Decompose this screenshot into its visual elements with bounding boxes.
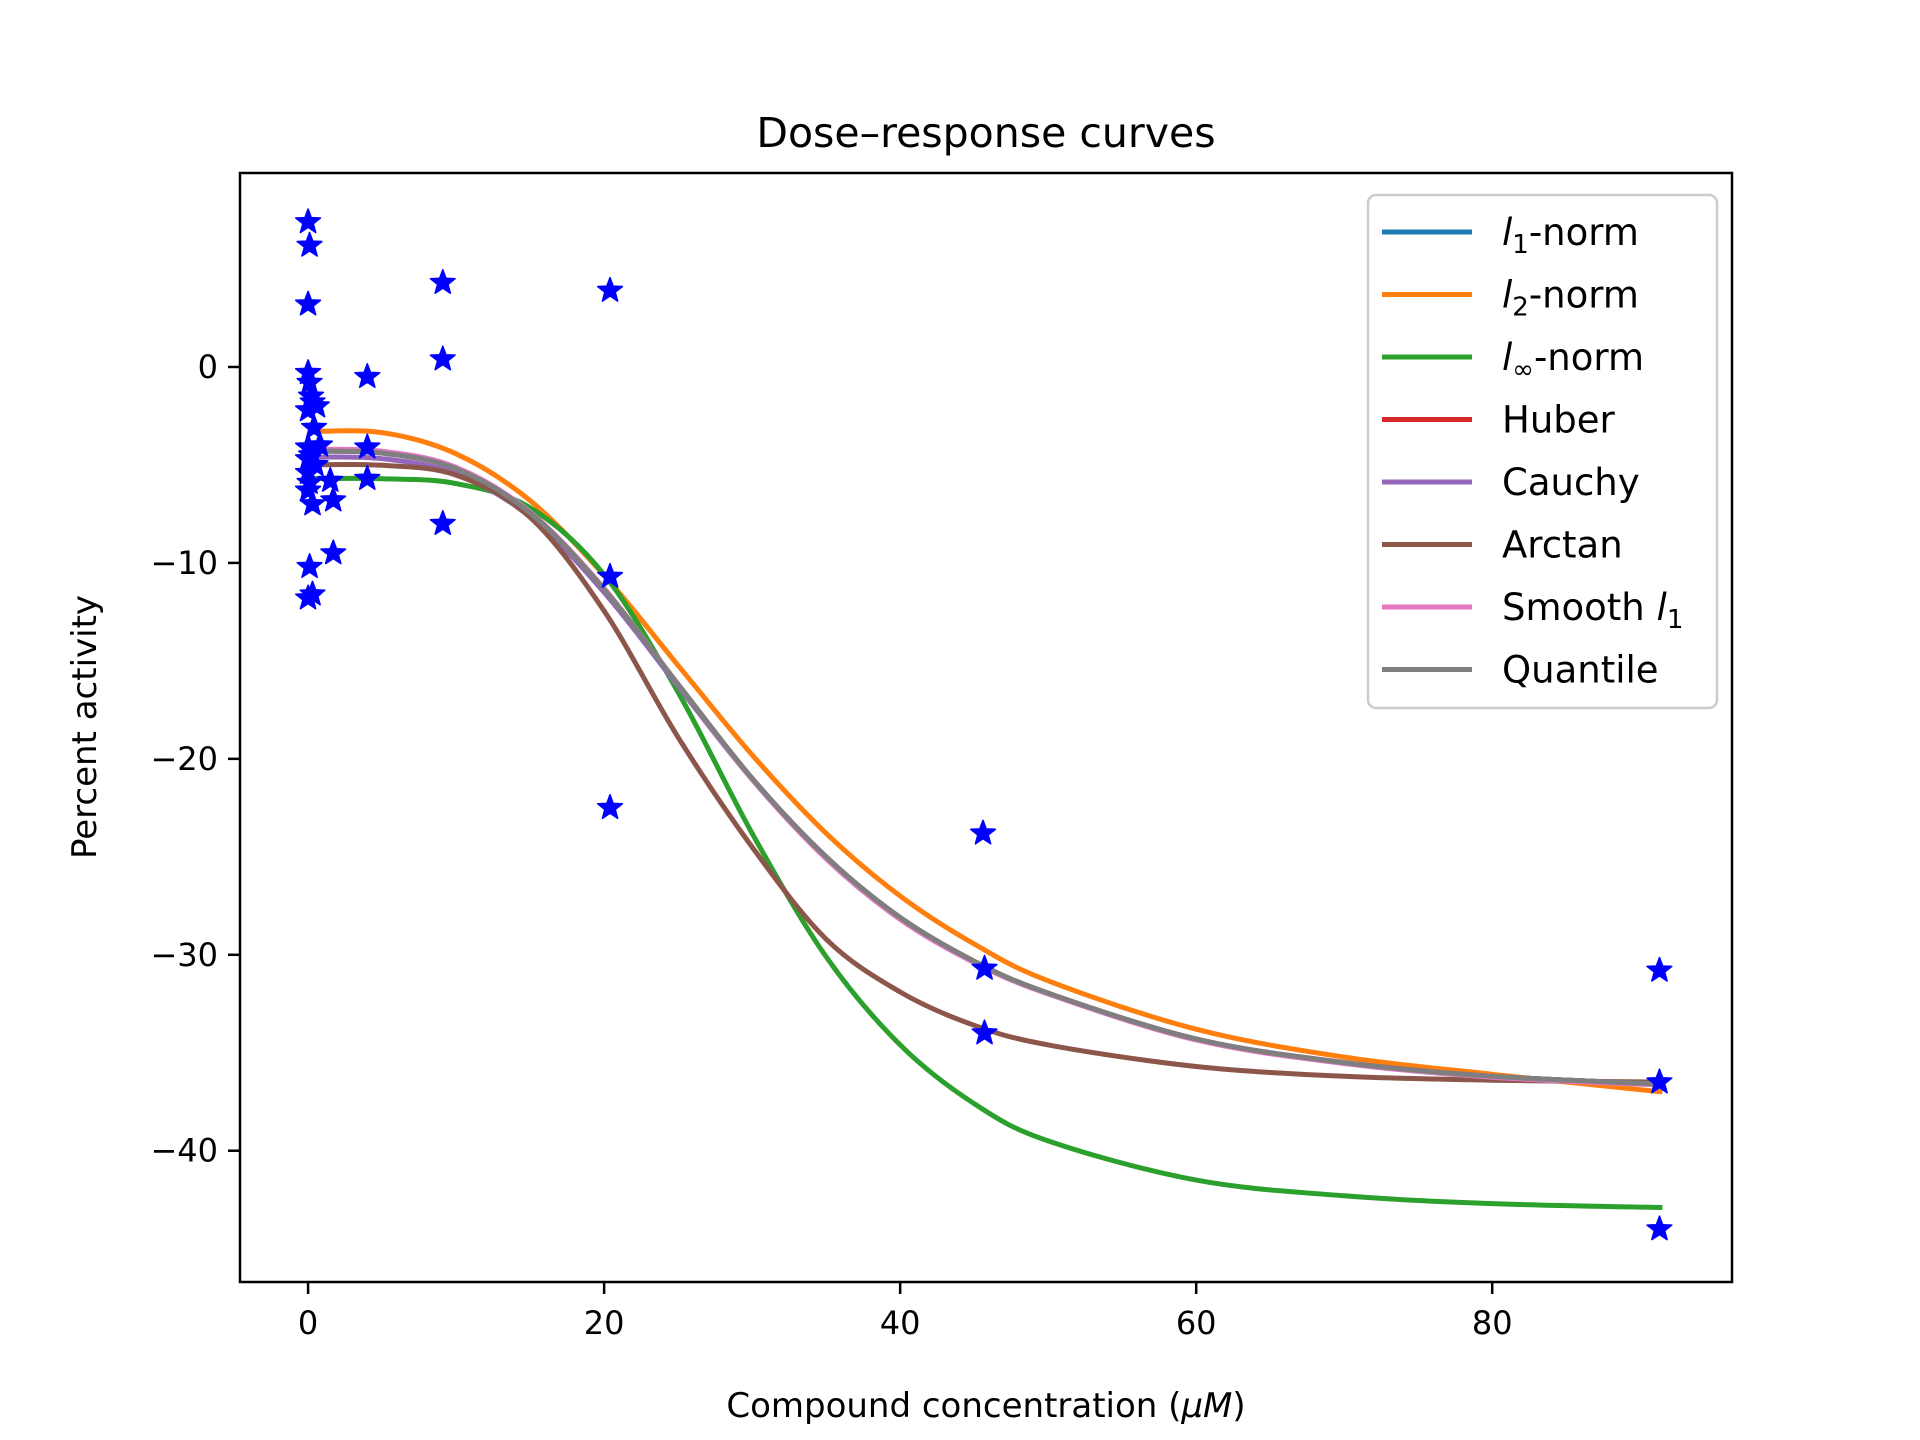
data-point [596,794,624,820]
data-point [320,486,347,512]
axes-frame [238,171,1734,1284]
data-point [1646,956,1673,982]
y-tick-label: −20 [150,740,218,778]
legend-label: Arctan [1502,524,1623,567]
data-point [294,476,322,502]
legend-label: Smooth l1 [1502,586,1683,635]
y-axis-label: Percent activity [65,595,105,859]
y-axis: 0 −10 −20 −30 −40 [150,348,240,1170]
plot-area [294,208,1673,1241]
data-point [320,539,347,565]
curve-arctan [308,461,1663,1085]
x-tick-label: 40 [880,1304,921,1342]
data-point [969,819,997,845]
curves-group [308,428,1663,1210]
data-point [317,466,344,492]
curve-quantile [308,448,1663,1087]
legend-label: l∞-norm [1502,336,1644,385]
data-point [429,268,456,294]
data-point [294,208,322,234]
legend-item: l1-norm [1382,211,1639,260]
data-point [596,562,624,588]
curve-l2-norm [308,428,1663,1095]
data-point [1646,1215,1673,1241]
data-point [300,413,328,439]
legend-label: Huber [1502,399,1616,442]
y-tick-label: 0 [198,348,218,386]
x-axis-label-prefix: Compound concentration ( [726,1386,1181,1426]
y-tick-label: −40 [150,1132,218,1170]
x-axis-label: Compound concentration (μM) [726,1386,1245,1426]
data-point [299,490,326,516]
chart-title: Dose–response curves [756,109,1215,157]
data-point [296,231,323,257]
data-point [306,431,334,457]
x-tick-label: 20 [584,1304,625,1342]
legend-label: l1-norm [1502,211,1639,260]
legend-label: Cauchy [1502,461,1640,504]
data-point [294,396,322,422]
data-point [354,464,381,490]
legend-box [1366,193,1719,710]
legend-item: Huber [1382,399,1616,442]
x-axis-label-unit: μM [1180,1386,1232,1426]
data-point [354,433,381,459]
data-point [1646,1068,1673,1094]
legend-item: l2-norm [1382,274,1639,323]
legend-item: Cauchy [1382,461,1640,504]
legend-item: l∞-norm [1382,336,1644,385]
data-point [354,363,381,389]
x-axis: 0 20 40 60 80 [298,1282,1513,1342]
data-point [971,1019,998,1045]
x-tick-label: 0 [298,1304,318,1342]
scatter-group [294,208,1673,1241]
data-point [294,290,322,316]
data-point [429,509,456,535]
data-point [429,345,456,371]
legend-label: Quantile [1502,649,1659,692]
y-tick-label: −30 [150,936,218,974]
data-point [299,580,326,606]
y-tick-label: −10 [150,544,218,582]
x-tick-label: 80 [1472,1304,1513,1342]
data-point [596,276,624,302]
legend-label: l2-norm [1502,274,1639,323]
legend-item: Smooth l1 [1382,586,1683,635]
legend: l1-norm l2-norm l∞-norm Huber Cauchy Arctan Sm… [1366,193,1719,710]
x-axis-label-suffix: ) [1232,1386,1245,1426]
data-point [971,954,998,980]
data-point [296,553,323,579]
x-tick-label: 60 [1176,1304,1217,1342]
legend-item: Arctan [1382,524,1623,567]
legend-item: Quantile [1382,649,1659,692]
